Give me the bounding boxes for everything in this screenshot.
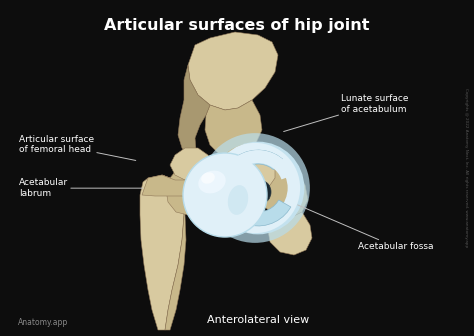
Polygon shape xyxy=(162,175,186,330)
Polygon shape xyxy=(248,145,308,218)
Ellipse shape xyxy=(201,172,215,184)
Polygon shape xyxy=(268,212,312,255)
Text: Articular surface
of femoral head: Articular surface of femoral head xyxy=(19,135,136,161)
Ellipse shape xyxy=(253,181,271,203)
Polygon shape xyxy=(205,100,262,158)
Polygon shape xyxy=(142,175,225,210)
Text: Anatomy.app: Anatomy.app xyxy=(18,318,68,327)
Polygon shape xyxy=(178,65,210,162)
Text: Acetabular fossa: Acetabular fossa xyxy=(298,205,433,251)
Text: Anterolateral view: Anterolateral view xyxy=(207,315,309,325)
Text: Lunate surface
of acetabulum: Lunate surface of acetabulum xyxy=(283,94,409,131)
Ellipse shape xyxy=(198,171,226,194)
Polygon shape xyxy=(220,150,291,226)
Polygon shape xyxy=(140,175,184,330)
Circle shape xyxy=(183,153,267,237)
Text: Copyrights @ 2022 Anatomy Next, Inc. All rights reserved. www.anatomy.app: Copyrights @ 2022 Anatomy Next, Inc. All… xyxy=(464,88,468,248)
Polygon shape xyxy=(166,150,208,215)
Polygon shape xyxy=(222,150,294,179)
Polygon shape xyxy=(188,32,278,110)
Text: Acetabular
labrum: Acetabular labrum xyxy=(19,178,143,198)
Text: Articular surfaces of hip joint: Articular surfaces of hip joint xyxy=(104,18,370,33)
Polygon shape xyxy=(235,145,275,192)
Ellipse shape xyxy=(228,185,248,215)
Polygon shape xyxy=(170,148,212,180)
